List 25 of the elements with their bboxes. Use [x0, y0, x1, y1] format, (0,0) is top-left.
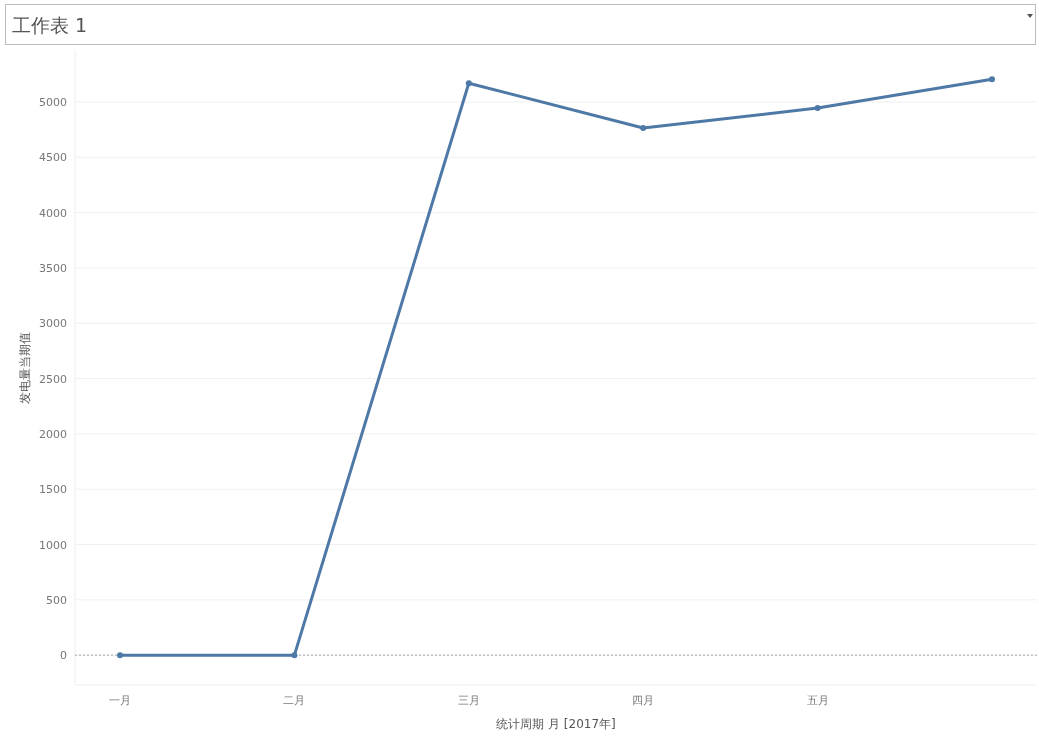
- y-tick-label: 4000: [39, 206, 67, 220]
- y-tick-label: 4500: [39, 151, 67, 165]
- x-tick-label: 三月: [457, 694, 480, 706]
- y-tick-label: 2000: [39, 427, 67, 441]
- y-tick-label: 500: [46, 593, 67, 607]
- point: [640, 124, 647, 131]
- point: [117, 652, 123, 659]
- chart-title: 工作表 1: [12, 14, 88, 36]
- point: [814, 105, 821, 112]
- x-tick-label: 五月: [806, 694, 829, 706]
- y-axis-title: 发电量当期值: [18, 331, 32, 404]
- y-tick-label: 3000: [39, 317, 67, 331]
- x-tick-label: 二月: [283, 694, 306, 706]
- y-tick-label: 1500: [39, 483, 67, 497]
- x-tick-label: 一月: [109, 694, 131, 706]
- point: [465, 80, 472, 87]
- y-tick-label: 5000: [39, 95, 67, 109]
- point: [291, 652, 298, 659]
- point: [989, 76, 995, 83]
- y-tick-label: 1000: [39, 538, 67, 552]
- x-tick-label: 四月: [632, 694, 655, 706]
- y-tick-label: 0: [60, 649, 67, 663]
- y-tick-label: 2500: [39, 372, 67, 386]
- x-axis-title: 统计周期 月 [2017年]: [496, 717, 616, 731]
- y-tick-label: 3500: [39, 261, 67, 275]
